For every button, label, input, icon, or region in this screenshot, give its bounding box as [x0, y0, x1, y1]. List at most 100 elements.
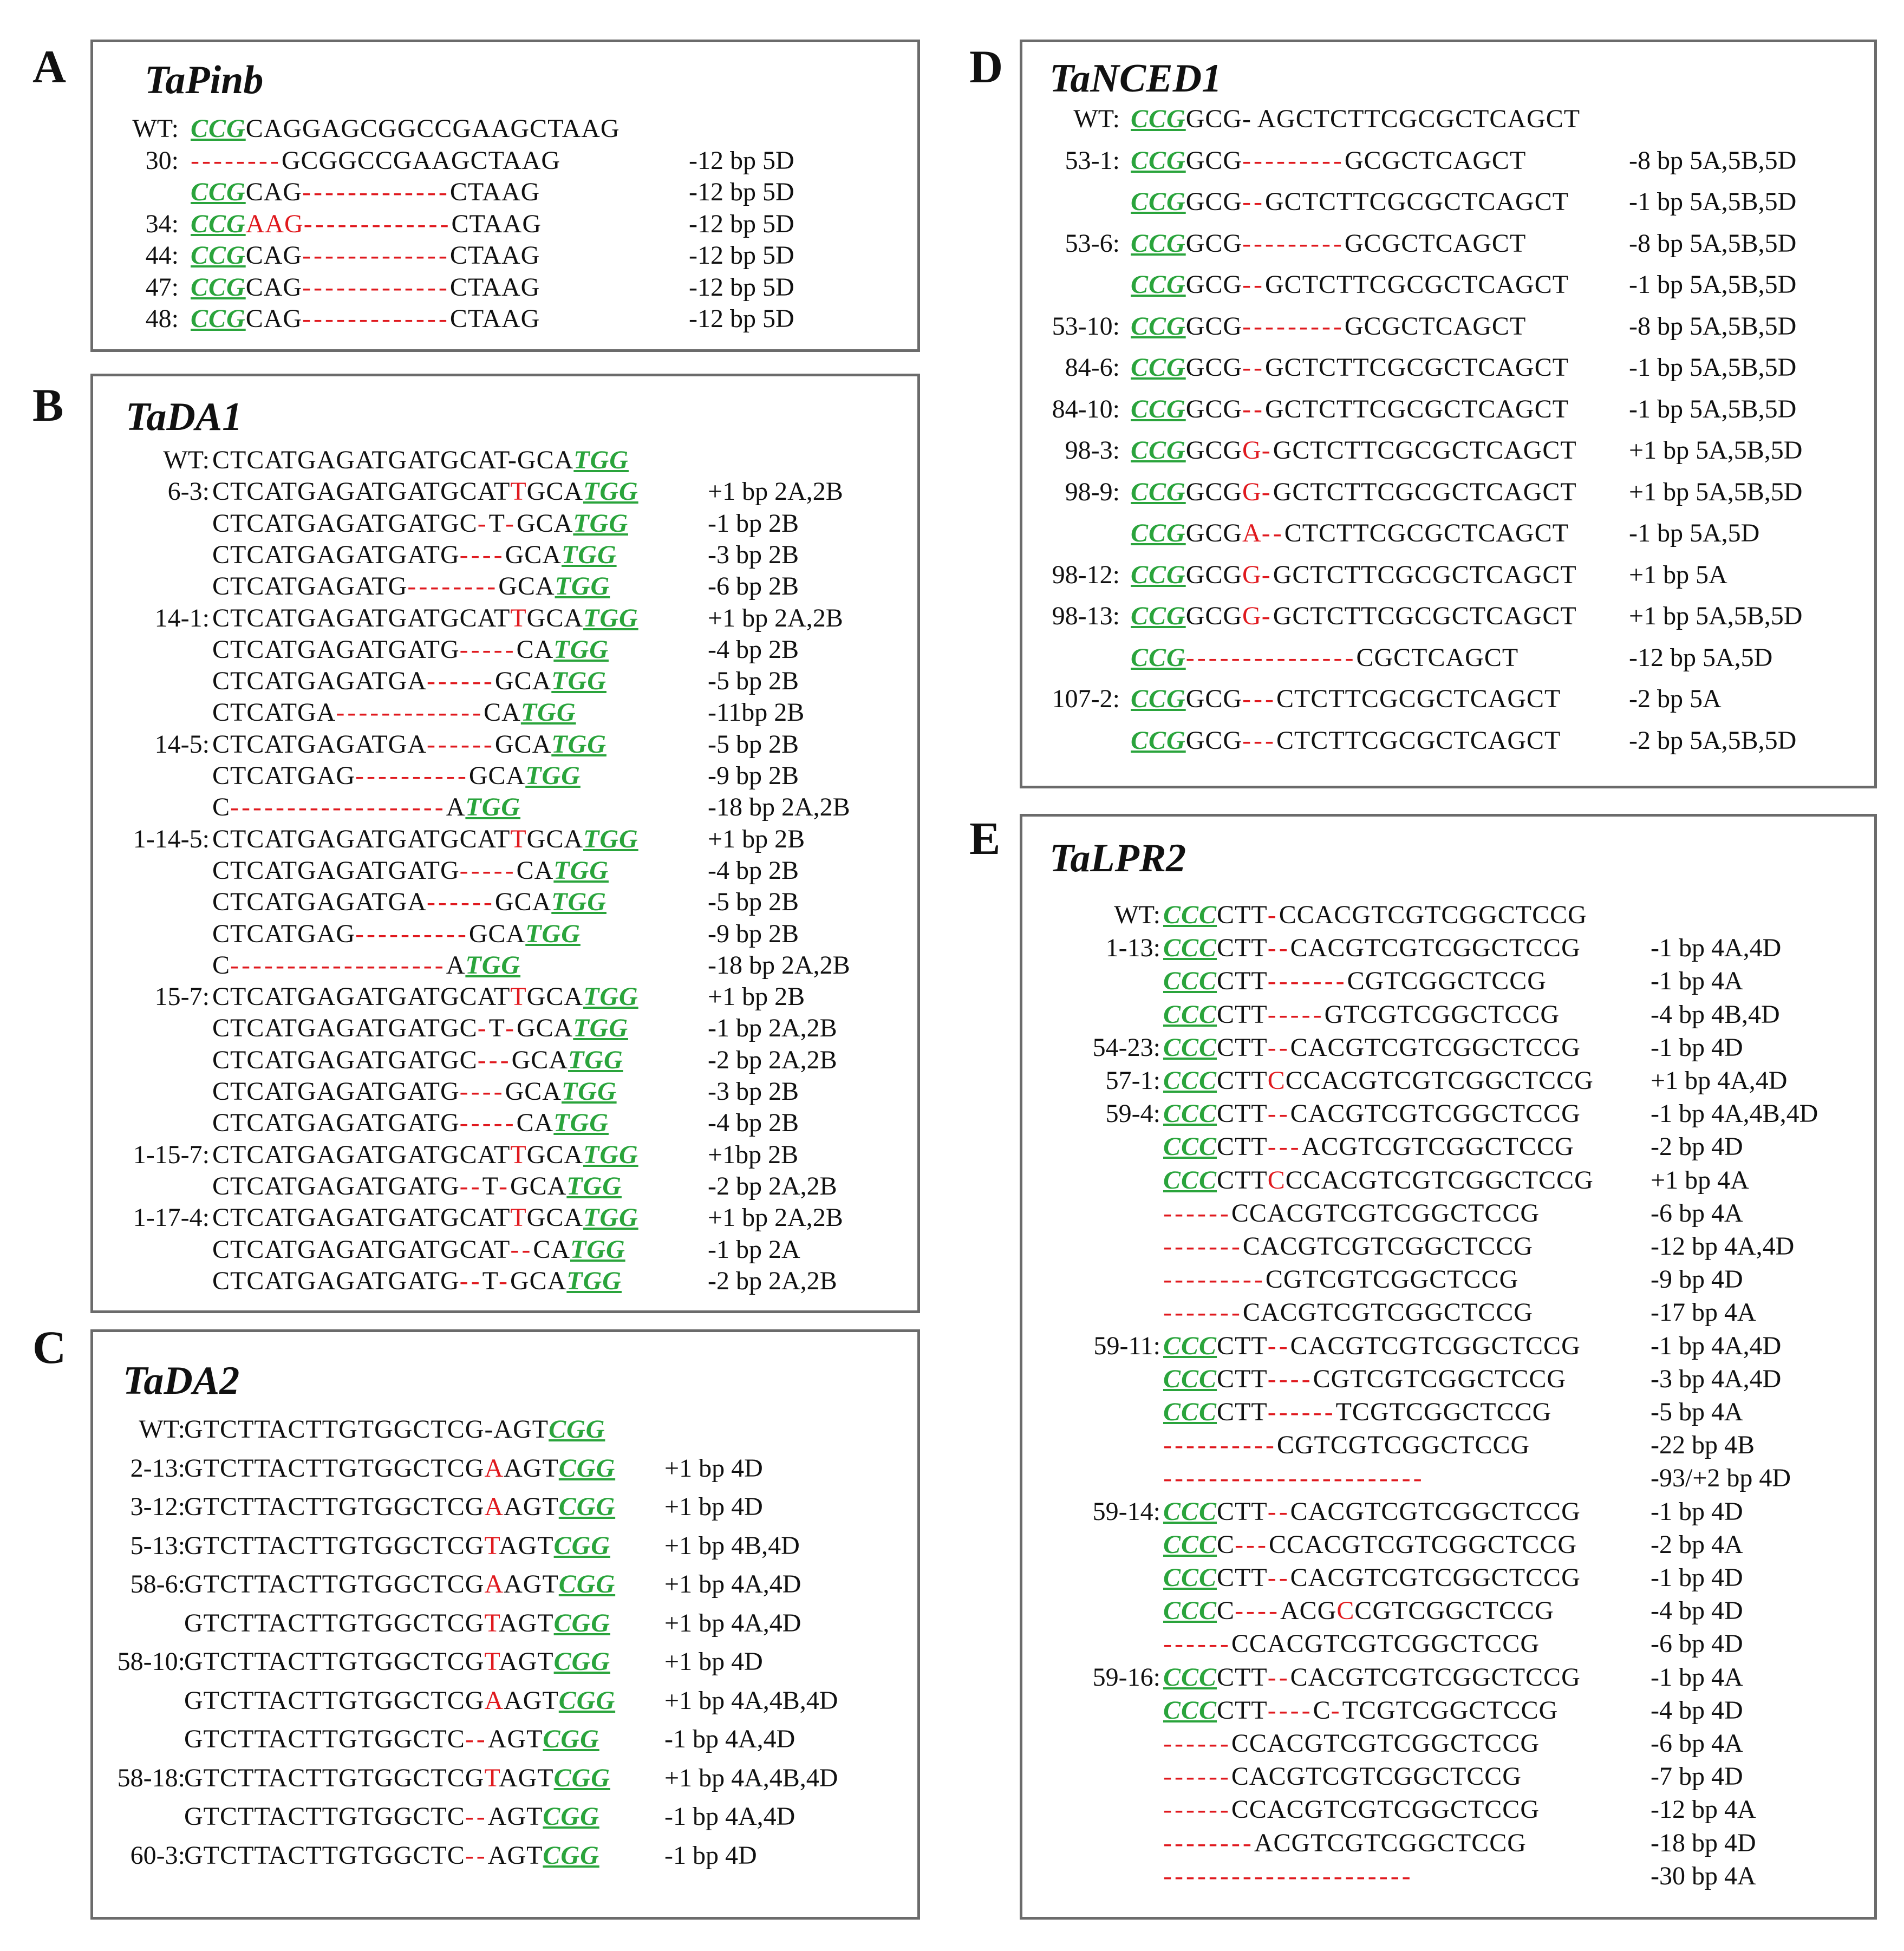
base-seq: CTCATGA	[212, 698, 336, 727]
sequence-row: ---------CGTCGTCGGCTCCG -9 bp 4D	[1022, 1263, 1874, 1296]
sequence: CCGGCG--GCTCTTCGCGCTCAGCT	[1131, 269, 1569, 301]
sequence-row: 1-13: CCCCTT--CACGTCGTCGGCTCCG -1 bp 4A,4D	[1022, 932, 1874, 964]
sequence: CCGCAGGAGCGGCCGAAGCTAAG	[191, 113, 620, 145]
base-seq: CTCATGAGATGATGC	[212, 508, 478, 538]
base-seq: GCA	[468, 919, 526, 948]
inserted-base: T	[510, 982, 527, 1012]
sequence-row: CCGGCG--GCTCTTCGCGCTCAGCT -1 bp 5A,5B,5D	[1022, 269, 1874, 301]
sequence: CTCATGAGATGA------GCATGG	[212, 886, 607, 918]
deletion-gap: ---------	[1242, 229, 1345, 258]
deletion-gap: --------	[191, 146, 282, 175]
pam-seq: TGG	[551, 888, 607, 917]
base-seq: CCACGTCGTCGGCTCCG	[1231, 1795, 1540, 1824]
deletion-gap: ---------	[1242, 311, 1345, 341]
line-label: 48:	[145, 304, 179, 333]
base-seq: CTT	[1217, 1132, 1268, 1162]
base-seq: CTT	[1217, 1165, 1268, 1195]
mutation-note: +1 bp 4B,4D	[664, 1531, 800, 1560]
sequence: CCGGCG---------GCGCTCAGCT	[1131, 310, 1526, 343]
sequence: ------CCACGTCGTCGGCTCCG	[1163, 1727, 1540, 1760]
mutation-note: -12 bp 4A,4D	[1651, 1232, 1795, 1261]
panel-label-a: A	[32, 41, 67, 93]
base-seq: CGTCGTCGGCTCCG	[1265, 1265, 1519, 1294]
pam-seq: CCG	[191, 241, 246, 270]
sequence-row: ---------------------- -30 bp 4A	[1022, 1860, 1874, 1893]
sequence-row: WT: GTCTTACTTGTGGCTCG-AGTCGG	[93, 1413, 917, 1446]
sequence-row: 54-23: CCCCTT--CACGTCGTCGGCTCCG -1 bp 4D	[1022, 1032, 1874, 1064]
sequence: CCCCTTCCCACGTCGTCGGCTCCG	[1163, 1065, 1594, 1097]
pam-seq: TGG	[583, 1140, 638, 1169]
base-seq: TCGTCGGCTCCG	[1335, 1398, 1552, 1426]
deletion-gap: --	[1242, 270, 1266, 299]
sequence: GTCTTACTTGTGGCTCGTAGTCGG	[184, 1762, 610, 1795]
sequence: -----------------------	[1163, 1462, 1425, 1495]
inserted-base: T	[484, 1608, 499, 1637]
pam-seq: TGG	[553, 1108, 609, 1138]
mutation-note: -9 bp 4D	[1651, 1265, 1743, 1294]
base-seq: GCA	[526, 477, 584, 506]
deletion-gap: --	[465, 1725, 488, 1753]
pam-seq: TGG	[583, 477, 638, 506]
pam-seq: CCC	[1163, 1398, 1217, 1426]
base-seq: GTCTTACTTGTGGCTC	[184, 1725, 465, 1753]
base-seq: GCTCTTCGCGCTCAGCT	[1265, 187, 1569, 216]
deletion-gap: ----	[1267, 1364, 1313, 1393]
sequence: CTCATGAGATGATGCATTGCATGG	[212, 475, 638, 508]
sequence: GTCTTACTTGTGGCTCGTAGTCGG	[184, 1607, 610, 1640]
deletion-gap: ------	[427, 667, 495, 696]
sequence: CCCCTT--CACGTCGTCGGCTCCG	[1163, 1496, 1581, 1528]
mutation-note: -4 bp 2B	[708, 635, 799, 664]
sequence-row: 59-14: CCCCTT--CACGTCGTCGGCTCCG -1 bp 4D	[1022, 1496, 1874, 1528]
line-label: 15-7:	[154, 982, 210, 1012]
base-seq: CACGTCGTCGGCTCCG	[1290, 1662, 1581, 1692]
panel-label-c: C	[32, 1321, 67, 1373]
deletion-gap: ----------	[355, 919, 469, 948]
base-seq: GCA	[498, 572, 555, 601]
mutation-note: -12 bp 5D	[689, 209, 794, 238]
sequence-row: ------CCACGTCGTCGGCTCCG -6 bp 4A	[1022, 1727, 1874, 1760]
pam-seq: CCG	[1131, 353, 1186, 382]
deletion-gap: ----------	[1163, 1431, 1277, 1460]
base-seq: CTCATGAGATGATGCAT	[212, 824, 511, 853]
sequence: GTCTTACTTGTGGCTCGTAGTCGG	[184, 1530, 610, 1562]
pam-seq: CCC	[1163, 1165, 1217, 1195]
sequence: CCCCTTCCCACGTCGTCGGCTCCG	[1163, 1164, 1594, 1197]
mutation-note: -5 bp 4A	[1651, 1398, 1743, 1426]
base-seq: CACGTCGTCGGCTCCG	[1290, 1563, 1581, 1592]
gene-title: TaNCED1	[1049, 56, 1222, 101]
mutation-note: -12 bp 5D	[689, 272, 794, 302]
deletion-gap: -------	[1163, 1298, 1243, 1327]
pam-seq: TGG	[553, 856, 609, 885]
sequence-row: 30: --------GCGGCCGAAGCTAAG -12 bp 5D	[93, 145, 917, 177]
mutation-note: -6 bp 4A	[1651, 1198, 1743, 1228]
pam-seq: TGG	[568, 1045, 623, 1074]
base-seq: AGT	[498, 1763, 554, 1792]
panel-e-talpr2: TaLPR2 WT: CCCCTT-CCACGTCGTCGGCTCCG 1-13: C…	[1020, 814, 1877, 1920]
line-label: WT:	[1073, 105, 1120, 133]
mutation-note: +1 bp 4A,4D	[1651, 1066, 1788, 1095]
mutation-note: +1 bp 5A,5B,5D	[1629, 436, 1803, 465]
pam-seq: CCG	[1131, 229, 1186, 258]
sequence-row: 14-1: CTCATGAGATGATGCATTGCATGG +1 bp 2A,2B	[93, 602, 917, 635]
pam-seq: CCC	[1163, 1364, 1217, 1393]
pam-seq: CCG	[1131, 519, 1186, 547]
base-seq: TCGTCGGCTCCG	[1342, 1695, 1559, 1725]
base-seq: CAG	[245, 272, 303, 302]
deletion-gap: -	[1261, 477, 1273, 506]
sequence: CCCCTT---ACGTCGTCGGCTCCG	[1163, 1131, 1574, 1163]
mutation-note: -6 bp 4D	[1651, 1629, 1743, 1659]
deletion-gap: ------	[1267, 1398, 1336, 1426]
base-seq: CAG	[245, 178, 303, 206]
line-label: 1-13:	[1105, 934, 1160, 963]
mutation-note: -12 bp 5D	[689, 146, 794, 175]
panel-c-tada2: TaDA2 WT: GTCTTACTTGTGGCTCG-AGTCGG 2-13: GT…	[90, 1329, 920, 1920]
base-seq: CACGTCGTCGGCTCCG	[1231, 1762, 1522, 1791]
pam-seq: CCG	[1131, 187, 1186, 216]
line-label: 59-14:	[1092, 1497, 1160, 1526]
base-seq: AGT	[504, 1492, 559, 1521]
sequence: CCCCTT------TCGTCGGCTCCG	[1163, 1396, 1551, 1428]
line-label: 2-13:	[130, 1453, 185, 1483]
pam-seq: CGG	[558, 1570, 616, 1598]
mutation-note: -8 bp 5A,5B,5D	[1629, 229, 1797, 258]
sequence-row: ----------------------- -93/+2 bp 4D	[1022, 1462, 1874, 1495]
